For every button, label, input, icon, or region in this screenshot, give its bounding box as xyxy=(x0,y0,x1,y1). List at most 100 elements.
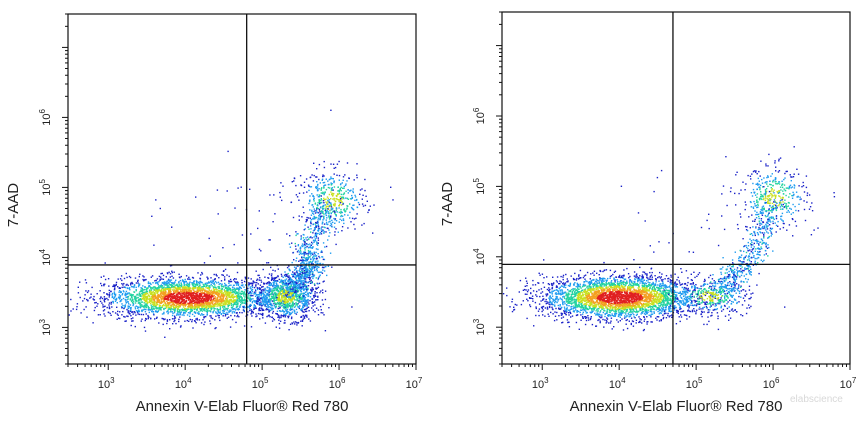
data-point xyxy=(288,294,290,297)
data-point xyxy=(228,301,230,304)
data-point xyxy=(361,188,363,190)
data-point xyxy=(167,279,170,282)
data-point xyxy=(320,198,322,200)
data-point xyxy=(264,276,266,278)
data-point xyxy=(181,294,183,297)
data-point xyxy=(196,286,198,289)
data-point xyxy=(171,283,173,285)
data-point xyxy=(90,296,92,298)
data-point xyxy=(168,294,171,296)
data-point xyxy=(330,182,332,184)
data-point xyxy=(230,310,232,312)
data-point xyxy=(234,309,237,311)
data-point xyxy=(210,297,213,299)
data-point xyxy=(211,282,214,284)
data-point xyxy=(292,292,295,294)
data-point xyxy=(310,288,312,291)
data-point xyxy=(206,312,208,314)
data-point xyxy=(231,300,234,302)
data-point xyxy=(326,217,328,219)
data-point xyxy=(303,260,305,262)
data-point xyxy=(341,226,344,228)
data-point xyxy=(279,304,281,306)
data-point xyxy=(264,299,266,302)
data-point xyxy=(139,307,142,309)
data-point xyxy=(199,303,201,306)
data-point xyxy=(162,291,164,293)
data-point xyxy=(281,282,283,284)
data-point xyxy=(296,303,298,305)
data-point xyxy=(190,302,192,304)
data-point xyxy=(300,291,303,293)
data-point xyxy=(202,283,204,286)
data-point xyxy=(250,326,253,328)
data-point xyxy=(228,286,230,289)
data-point xyxy=(227,295,230,297)
data-point xyxy=(224,290,226,292)
data-point xyxy=(196,282,198,284)
data-point xyxy=(200,274,202,276)
data-point xyxy=(286,266,289,269)
data-point xyxy=(128,288,130,290)
data-point xyxy=(223,312,225,315)
data-point xyxy=(183,280,185,283)
data-point xyxy=(273,299,276,301)
data-point xyxy=(343,209,345,211)
data-point xyxy=(244,289,246,291)
data-point xyxy=(265,300,267,302)
data-point xyxy=(165,291,167,293)
data-point xyxy=(283,280,285,282)
data-point xyxy=(170,291,172,293)
data-point xyxy=(225,296,227,298)
data-point xyxy=(278,319,280,321)
data-point xyxy=(362,205,365,207)
data-point xyxy=(210,289,213,291)
data-point xyxy=(228,310,230,312)
data-point xyxy=(165,284,167,286)
data-point xyxy=(238,286,241,288)
data-point xyxy=(272,281,274,284)
data-point xyxy=(308,262,310,264)
data-point xyxy=(334,212,336,215)
data-point xyxy=(176,303,179,306)
data-point xyxy=(217,286,219,288)
data-point xyxy=(152,296,154,298)
data-point xyxy=(165,283,168,285)
data-point xyxy=(162,318,164,320)
data-point xyxy=(153,314,155,316)
data-point xyxy=(182,299,184,302)
data-point xyxy=(178,314,180,316)
scatter-points xyxy=(68,109,394,338)
data-point xyxy=(294,292,296,294)
data-point xyxy=(300,300,303,302)
data-point xyxy=(152,295,154,297)
data-point xyxy=(228,294,230,296)
data-point xyxy=(144,308,146,310)
data-point xyxy=(229,299,231,301)
data-point xyxy=(308,185,310,187)
data-point xyxy=(170,293,172,295)
data-point xyxy=(260,281,263,283)
data-point xyxy=(183,301,185,303)
data-point xyxy=(181,308,184,310)
data-point xyxy=(308,318,310,320)
data-point xyxy=(282,283,284,286)
data-point xyxy=(216,294,219,296)
data-point xyxy=(181,296,184,299)
data-point xyxy=(127,307,129,310)
data-point xyxy=(79,281,81,283)
data-point xyxy=(205,301,207,304)
data-point xyxy=(194,311,197,314)
data-point xyxy=(206,292,208,294)
data-point xyxy=(288,283,291,285)
data-point xyxy=(263,300,266,303)
data-point xyxy=(185,286,187,288)
data-point xyxy=(163,284,165,286)
data-point xyxy=(153,307,155,309)
data-point xyxy=(173,293,175,295)
data-point xyxy=(213,304,216,306)
data-point xyxy=(147,302,149,304)
data-point xyxy=(317,299,319,301)
data-point xyxy=(336,163,339,165)
data-point xyxy=(196,283,198,285)
